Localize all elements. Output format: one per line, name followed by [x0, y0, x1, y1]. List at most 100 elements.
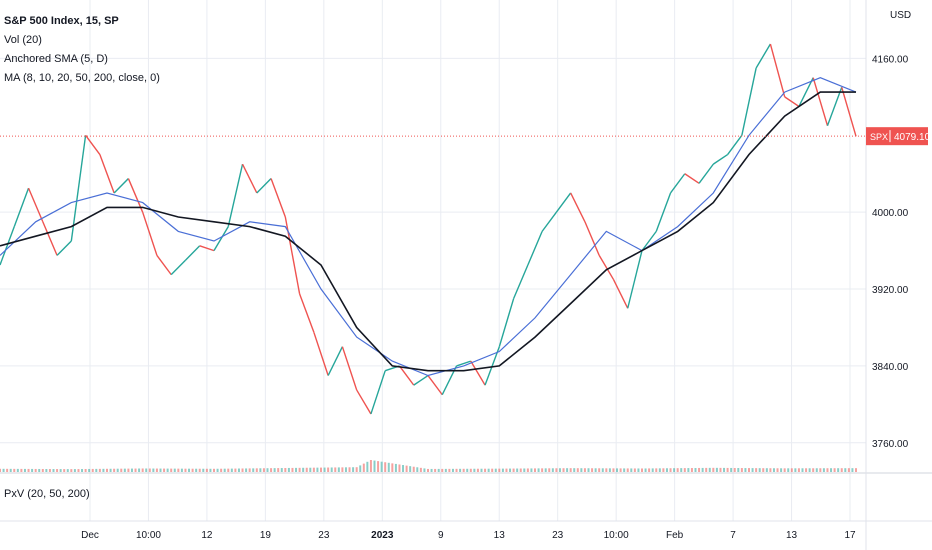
- volume-bar: [434, 468, 437, 472]
- volume-bar: [116, 468, 119, 472]
- volume-bar: [501, 468, 504, 472]
- volume-bar: [573, 468, 576, 472]
- volume-bar: [316, 467, 319, 472]
- volume-bar: [476, 468, 479, 472]
- last-price-symbol: SPX: [870, 132, 888, 142]
- legend-symbol[interactable]: S&P 500 Index, 15, SP: [4, 15, 119, 27]
- price-segment: [555, 192, 572, 213]
- volume-bar: [676, 468, 679, 472]
- volume-bar: [409, 466, 412, 472]
- price-segment: [784, 96, 800, 108]
- volume-bar: [45, 469, 48, 472]
- volume-bar: [487, 468, 490, 472]
- volume-bar: [184, 468, 187, 472]
- volume-bar: [444, 468, 447, 472]
- volume-bar: [665, 468, 668, 472]
- volume-bar: [155, 468, 158, 472]
- volume-bar: [52, 469, 55, 472]
- volume-bar: [797, 468, 800, 472]
- volume-bar: [751, 468, 754, 472]
- volume-bar: [394, 463, 397, 472]
- volume-bar: [430, 468, 433, 472]
- price-segment: [826, 87, 843, 126]
- volume-bar: [715, 467, 718, 472]
- volume-bar: [705, 467, 708, 472]
- volume-bar: [402, 465, 405, 472]
- volume-bar: [34, 468, 37, 472]
- price-segment: [27, 187, 44, 223]
- x-tick-label: 13: [786, 530, 798, 541]
- y-tick-label: 3760.00: [872, 439, 909, 450]
- volume-bar: [188, 468, 191, 472]
- volume-bar: [762, 468, 765, 472]
- legend-anchored-sma[interactable]: Anchored SMA (5, D): [4, 53, 108, 65]
- legend-volume[interactable]: Vol (20): [4, 34, 42, 46]
- price-segment: [627, 250, 643, 309]
- price-segment: [256, 178, 272, 194]
- volume-bar: [466, 468, 469, 472]
- volume-bar: [130, 468, 133, 472]
- volume-bar: [177, 468, 180, 472]
- volume-bar: [384, 462, 387, 472]
- volume-bar: [630, 468, 633, 472]
- volume-bar: [405, 465, 408, 472]
- volume-bar: [680, 468, 683, 472]
- volume-bar: [202, 468, 205, 472]
- volume-bar: [644, 468, 647, 472]
- x-tick-label: 13: [494, 530, 506, 541]
- price-segment: [13, 187, 30, 227]
- volume-bar: [0, 468, 1, 472]
- volume-bar: [641, 468, 643, 472]
- volume-bar: [373, 460, 376, 472]
- volume-bar: [451, 468, 454, 472]
- volume-bar: [566, 468, 569, 472]
- volume-bar: [601, 468, 604, 472]
- time-axis[interactable]: Dec 10:00 12 19 23 2023 9 13 23 10:00 Feb 7 13 17: [81, 530, 856, 541]
- volume-bar: [730, 467, 733, 472]
- volume-bar: [655, 468, 658, 472]
- volume-bar: [708, 467, 711, 472]
- volume-bar: [145, 468, 148, 472]
- volume-bar: [123, 468, 126, 472]
- price-segment: [241, 163, 258, 194]
- volume-bar: [98, 468, 101, 472]
- price-segment: [484, 346, 500, 386]
- volume-bar: [255, 468, 258, 472]
- pxv-legend[interactable]: PxV (20, 50, 200): [4, 488, 90, 500]
- x-tick-label: 23: [552, 530, 564, 541]
- volume-bar: [198, 468, 201, 472]
- volume-bar: [109, 468, 112, 472]
- volume-bar: [673, 468, 676, 472]
- volume-bar: [377, 461, 380, 472]
- volume-bar: [102, 468, 105, 472]
- price-segment: [470, 360, 486, 386]
- volume-bar: [844, 468, 847, 472]
- volume-bar: [273, 468, 276, 472]
- volume-bar: [91, 468, 94, 472]
- volume-bar: [548, 468, 551, 472]
- volume-bar: [587, 468, 590, 472]
- volume-bar: [651, 468, 654, 472]
- volume-bar: [480, 468, 483, 472]
- y-tick-label: 4000.00: [872, 208, 909, 219]
- volume-bar: [173, 468, 176, 472]
- price-segment: [655, 192, 672, 232]
- volume-bar: [241, 468, 244, 472]
- chart-legend[interactable]: S&P 500 Index, 15, SP Vol (20) Anchored …: [4, 12, 160, 88]
- legend-moving-average[interactable]: MA (8, 10, 20, 50, 200, close, 0): [4, 72, 160, 84]
- price-series: [0, 43, 857, 415]
- x-tick-label: Dec: [81, 530, 99, 541]
- price-segment: [56, 240, 72, 256]
- price-segment: [669, 173, 686, 194]
- volume-bar: [77, 469, 80, 472]
- volume-bar: [416, 467, 419, 472]
- price-axis[interactable]: 3760.00 3840.00 3920.00 4000.00 4160.00: [872, 54, 909, 449]
- volume-bar: [484, 468, 487, 472]
- volume-bar: [63, 469, 66, 472]
- volume-bar: [526, 468, 529, 472]
- price-segment: [741, 67, 757, 136]
- volume-bar: [598, 468, 601, 472]
- x-tick-label: 2023: [371, 530, 394, 541]
